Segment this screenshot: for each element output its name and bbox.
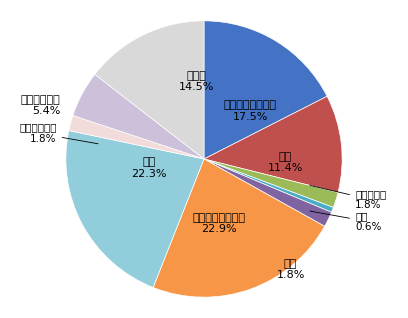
Text: 結婚・離婚・縁組
22.9%: 結婚・離婚・縁組 22.9%	[192, 213, 245, 234]
Text: 生活の利便性
5.4%: 生活の利便性 5.4%	[20, 95, 60, 116]
Text: 住宅
22.3%: 住宅 22.3%	[131, 157, 166, 179]
Text: 転勤
11.4%: 転勤 11.4%	[267, 152, 303, 174]
Text: その他
14.5%: その他 14.5%	[179, 71, 214, 93]
Wedge shape	[204, 159, 331, 226]
Wedge shape	[153, 159, 325, 297]
Text: 就職・転職・転業
17.5%: 就職・転職・転業 17.5%	[224, 100, 277, 122]
Text: 卒業
1.8%: 卒業 1.8%	[276, 259, 305, 280]
Wedge shape	[204, 96, 342, 192]
Text: 就学
0.6%: 就学 0.6%	[310, 211, 381, 232]
Wedge shape	[95, 21, 204, 159]
Wedge shape	[69, 115, 204, 159]
Text: 退職・廃業
1.8%: 退職・廃業 1.8%	[310, 185, 386, 210]
Wedge shape	[204, 21, 327, 159]
Text: 交通の利便性
1.8%: 交通の利便性 1.8%	[19, 122, 98, 144]
Wedge shape	[73, 74, 204, 159]
Wedge shape	[204, 159, 338, 207]
Wedge shape	[204, 159, 333, 212]
Wedge shape	[66, 131, 204, 287]
